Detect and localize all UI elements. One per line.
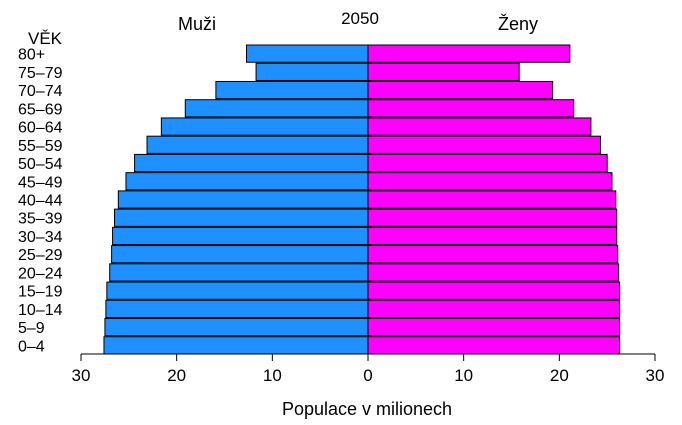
age-label-4: 20–24: [18, 265, 63, 282]
bar-female-13: [367, 99, 575, 118]
x-tick-label-1: 20: [167, 366, 186, 385]
bar-male-11: [146, 135, 369, 154]
bar-male-7: [113, 208, 369, 227]
bar-female-9: [367, 172, 613, 191]
bars-male: [103, 44, 369, 355]
age-label-3: 15–19: [18, 284, 63, 301]
age-label-1: 5–9: [18, 320, 45, 337]
bars-female: [367, 44, 621, 355]
bar-female-5: [367, 245, 619, 264]
bar-female-16: [367, 44, 571, 63]
bar-male-10: [134, 153, 369, 173]
bar-male-0: [103, 336, 369, 355]
legend-label-right: Ženy: [498, 14, 538, 34]
bar-female-7: [367, 208, 618, 227]
bar-female-0: [367, 336, 621, 355]
bar-female-14: [367, 80, 554, 100]
x-tick-labels: 30 20 10 0 10 20 30: [72, 366, 665, 385]
age-label-14: 70–74: [18, 83, 63, 100]
bar-male-14: [215, 80, 369, 100]
bar-female-15: [367, 62, 520, 81]
bar-male-6: [112, 226, 369, 246]
bar-male-4: [109, 263, 369, 282]
bar-female-10: [367, 153, 608, 173]
age-label-9: 45–49: [18, 174, 63, 191]
x-tick-label-4: 10: [454, 366, 473, 385]
bar-male-2: [105, 299, 369, 319]
age-label-12: 60–64: [18, 120, 63, 137]
x-tick-label-0: 30: [72, 366, 91, 385]
bar-male-16: [246, 44, 369, 63]
age-label-7: 35–39: [18, 211, 63, 228]
age-label-6: 30–34: [18, 229, 63, 246]
age-label-11: 55–59: [18, 138, 63, 155]
age-label-0: 0–4: [18, 338, 45, 355]
age-label-15: 75–79: [18, 65, 63, 82]
age-label-8: 40–44: [18, 193, 63, 210]
bar-female-6: [367, 226, 618, 246]
bar-male-15: [255, 62, 369, 81]
bar-female-4: [367, 263, 620, 282]
x-tick-label-3: 0: [363, 366, 372, 385]
bar-male-5: [111, 245, 369, 264]
age-label-5: 25–29: [18, 247, 63, 264]
x-axis: [80, 353, 656, 361]
bar-male-12: [160, 117, 369, 136]
bar-female-12: [367, 117, 592, 136]
bar-female-2: [367, 299, 621, 319]
age-label-16: 80+: [18, 47, 45, 64]
bar-female-3: [367, 281, 621, 300]
bar-male-9: [125, 172, 369, 191]
bar-male-13: [184, 99, 369, 118]
x-tick-label-6: 30: [646, 366, 665, 385]
legend-label-left: Muži: [178, 14, 216, 34]
x-tick-label-2: 10: [263, 366, 282, 385]
bar-male-8: [117, 190, 369, 209]
bar-male-1: [104, 318, 369, 337]
x-axis-label: Populace v milionech: [282, 399, 452, 419]
age-label-2: 10–14: [18, 302, 63, 319]
age-label-10: 50–54: [18, 156, 63, 173]
bar-female-1: [367, 318, 621, 337]
bar-female-8: [367, 190, 617, 209]
chart-title: 2050: [341, 9, 379, 28]
age-label-13: 65–69: [18, 101, 63, 118]
bar-male-3: [106, 281, 369, 300]
x-tick-label-5: 20: [550, 366, 569, 385]
y-axis-title: VĚK: [28, 29, 63, 48]
bar-female-11: [367, 135, 601, 154]
